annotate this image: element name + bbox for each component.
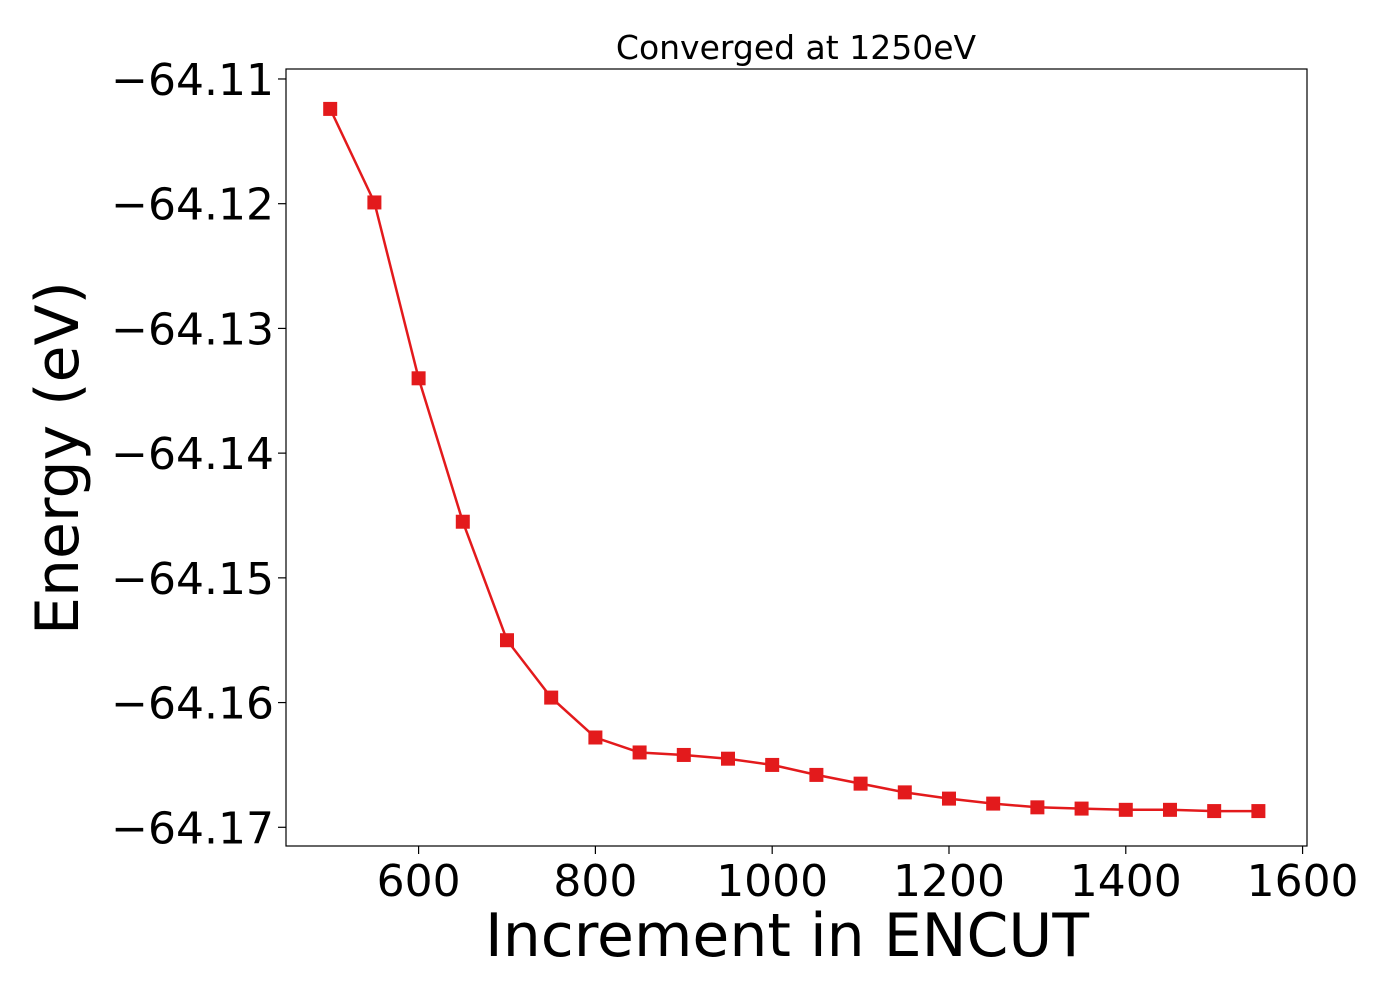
x-axis-title: Increment in ENCUT (485, 901, 1089, 971)
y-tick-label: −64.13 (111, 304, 274, 355)
data-point (1074, 801, 1089, 816)
x-tick-label: 1200 (893, 856, 1005, 907)
data-point (1162, 802, 1177, 817)
data-point (323, 101, 338, 116)
data-point (499, 633, 514, 648)
data-point (1030, 800, 1045, 815)
data-point (367, 195, 382, 210)
chart-title: Converged at 1250eV (616, 28, 977, 67)
data-point (1207, 804, 1222, 819)
data-point (455, 514, 470, 529)
y-tick-label: −64.14 (111, 429, 274, 480)
x-tick-label: 600 (377, 856, 461, 907)
x-tick-label: 1000 (716, 856, 828, 907)
data-point (853, 776, 868, 791)
data-point (676, 747, 691, 762)
data-point (1251, 804, 1266, 819)
data-point (986, 796, 1001, 811)
y-tick-label: −64.11 (111, 55, 274, 106)
plot-frame (285, 68, 1308, 847)
series-line (329, 108, 1259, 813)
data-point (720, 751, 735, 766)
data-point (765, 757, 780, 772)
data-point (1118, 802, 1133, 817)
data-point (897, 785, 912, 800)
x-tick-label: 1400 (1070, 856, 1182, 907)
data-point (588, 730, 603, 745)
data-point (809, 767, 824, 782)
plot-area: 600 800 1000 1200 1400 1600 −64.11 −64.12 −64.13… (111, 55, 1358, 907)
y-tick-label: −64.16 (111, 679, 274, 730)
x-tick-label: 1600 (1247, 856, 1359, 907)
data-point (941, 791, 956, 806)
data-point (632, 745, 647, 760)
y-tick-label: −64.12 (111, 180, 274, 231)
y-tick-label: −64.15 (111, 554, 274, 605)
y-tick-label: −64.17 (111, 803, 274, 854)
y-axis-title: Energy (eV) (23, 281, 93, 635)
data-point (544, 690, 559, 705)
data-point (411, 371, 426, 386)
x-tick-label: 800 (553, 856, 637, 907)
